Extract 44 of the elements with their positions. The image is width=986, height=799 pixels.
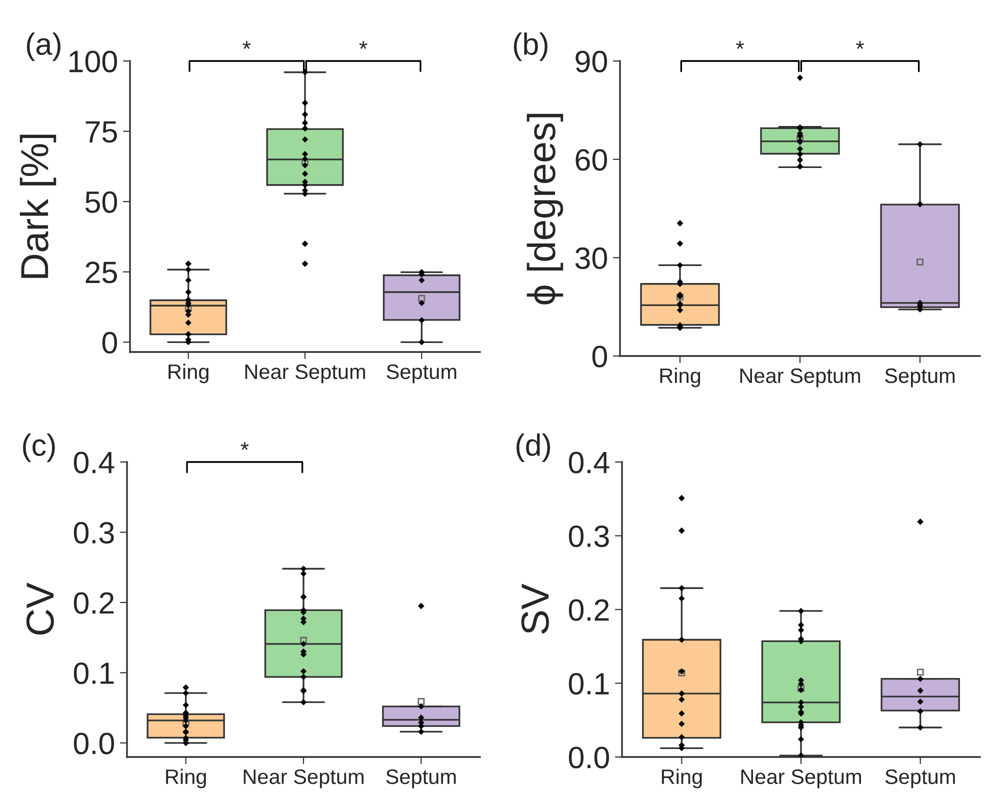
y-tick-label: 25 bbox=[86, 262, 117, 284]
x-tick-label: Near Septum bbox=[741, 769, 861, 788]
y-tick-label: 0.3 bbox=[568, 525, 609, 548]
y-tick-label: 0.0 bbox=[74, 732, 114, 754]
x-tick-label: Near Septum bbox=[244, 769, 364, 788]
x-tick-label: Ring bbox=[168, 364, 208, 384]
chart-title: (a) bbox=[26, 32, 60, 61]
chart-title: (d) bbox=[516, 434, 550, 462]
x-tick-label: Septum bbox=[885, 769, 955, 788]
text: * bbox=[240, 442, 249, 450]
x-tick-label: Septum bbox=[386, 364, 456, 384]
y-tick-label: 0.4 bbox=[568, 452, 610, 474]
x-tick-label: Ring bbox=[660, 368, 700, 388]
y-tick-label: 100 bbox=[70, 50, 118, 72]
y-tick-label: 0.2 bbox=[568, 599, 609, 621]
x-tick-label: Septum bbox=[386, 769, 456, 788]
x-tick-label: Near Septum bbox=[740, 368, 860, 388]
y-axis-title: SV bbox=[521, 584, 549, 634]
y-tick-label: 75 bbox=[86, 121, 117, 143]
x-tick-label: Septum bbox=[885, 368, 955, 388]
y-tick-label: 0.3 bbox=[74, 522, 114, 544]
y-tick-label: 0.1 bbox=[568, 672, 609, 695]
y-axis-title: Dark [%] bbox=[20, 134, 56, 278]
y-tick-label: 0 bbox=[102, 332, 117, 354]
chart-title: (c) bbox=[22, 434, 55, 462]
x-tick-label: Near Septum bbox=[245, 364, 365, 384]
text: * bbox=[856, 41, 864, 49]
y-axis-title: CV bbox=[26, 582, 54, 635]
y-tick-label: 0.2 bbox=[74, 592, 114, 614]
y-tick-label: 30 bbox=[575, 247, 608, 270]
text: * bbox=[242, 41, 251, 49]
y-tick-label: 0.0 bbox=[568, 746, 610, 768]
text: * bbox=[736, 41, 744, 49]
y-axis-title: ϕ [degrees] bbox=[526, 114, 564, 304]
x-tick-label: Ring bbox=[662, 768, 702, 788]
text: * bbox=[359, 41, 368, 49]
chart-title: (b) bbox=[514, 32, 548, 61]
y-tick-label: 0.1 bbox=[74, 662, 114, 684]
y-tick-label: 50 bbox=[85, 191, 118, 213]
y-tick-label: 0.4 bbox=[74, 452, 114, 474]
x-tick-label: Ring bbox=[166, 768, 206, 788]
y-tick-label: 90 bbox=[576, 50, 608, 72]
y-tick-label: 0 bbox=[592, 346, 607, 368]
y-tick-label: 60 bbox=[576, 149, 608, 171]
